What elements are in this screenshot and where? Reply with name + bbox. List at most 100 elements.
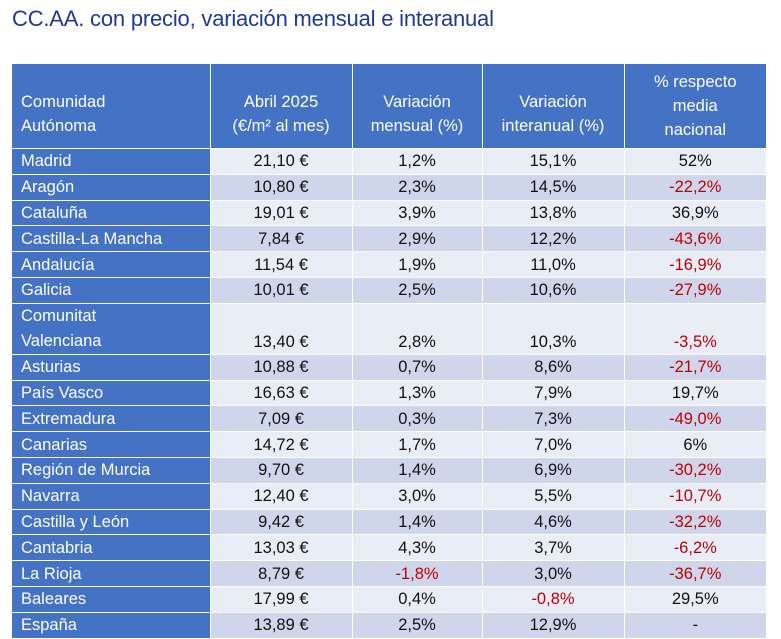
cell-comunidad: Navarra (12, 482, 211, 510)
cell-variacion-mensual: 1,7% (352, 431, 483, 458)
cell-variacion-interanual: -0,8% (482, 585, 625, 613)
cell-comunidad: Extremadura (12, 405, 211, 432)
cell-variacion-interanual: 4,6% (482, 508, 625, 535)
cell-variacion-mensual: 0,4% (352, 585, 483, 613)
cell-variacion-mensual: 1,3% (352, 379, 483, 406)
cell-precio: 13,89 € (210, 611, 353, 638)
table-header-row: Comunidad Autónoma Abril 2025 (€/m² al m… (12, 64, 766, 149)
table-row: Andalucía 11,54 €1,9% 11,0% -16,9% (12, 251, 766, 278)
cell-precio: 10,01 € (210, 276, 353, 304)
cell-variacion-interanual: 3,7% (482, 534, 625, 561)
cell-variacion-interanual: 6,9% (482, 456, 625, 484)
cell-comunidad: Madrid (12, 148, 211, 175)
cell-respecto-media: -49,0% (624, 405, 766, 432)
cell-text: Comunitat (21, 306, 97, 325)
page-title: CC.AA. con precio, variación mensual e i… (12, 6, 494, 31)
cell-variacion-mensual: 1,2% (352, 148, 483, 175)
cell-precio: 11,54 € (210, 251, 353, 278)
cell-variacion-mensual: 3,0% (352, 482, 483, 510)
cell-comunidad: Castilla y León (12, 508, 211, 535)
cell-variacion-mensual: 0,7% (352, 353, 483, 381)
cell-variacion-mensual: 4,3% (352, 534, 483, 561)
header-comunidad: Comunidad Autónoma (12, 64, 211, 149)
cell-variacion-interanual: 14,5% (482, 173, 625, 201)
cell-respecto-media: 36,9% (624, 199, 766, 226)
cell-variacion-interanual: 15,1% (482, 148, 625, 175)
cell-precio: 16,63 € (210, 379, 353, 406)
cell-respecto-media: -43,6% (624, 225, 766, 252)
header-text: Autónoma (21, 117, 97, 135)
cell-respecto-media: -22,2% (624, 173, 766, 201)
cell-precio: 19,01 € (210, 199, 353, 226)
header-precio: Abril 2025 (€/m² al mes) (210, 64, 353, 149)
cell-variacion-interanual: 13,8% (482, 199, 625, 226)
cell-precio: 13,03 € (210, 534, 353, 561)
cell-precio: 9,70 € (210, 456, 353, 484)
cell-precio: 9,42 € (210, 508, 353, 535)
cell-respecto-media: -3,5% (624, 302, 766, 355)
cell-variacion-mensual: 1,4% (352, 508, 483, 535)
cell-variacion-mensual: 0,3% (352, 405, 483, 432)
table-row: Galicia 10,01 €2,5% 10,6% -27,9% (12, 276, 766, 304)
cell-comunidad: Aragón (12, 173, 211, 201)
cell-variacion-interanual: 12,2% (482, 225, 625, 252)
table-row: La Rioja 8,79 € -1,8% 3,0% -36,7% (12, 560, 766, 587)
header-text: Comunidad (21, 93, 106, 111)
table-row: Baleares 17,99 €0,4% -0,8% 29,5% (12, 585, 766, 613)
cell-respecto-media: 29,5% (624, 585, 766, 613)
table-row: Asturias 10,88 €0,7% 8,6% -21,7% (12, 353, 766, 381)
table-row: Extremadura 7,09 €0,3% 7,3% -49,0% (12, 405, 766, 432)
table-row: Navarra 12,40 €3,0% 5,5% -10,7% (12, 482, 766, 510)
header-text: % respecto (653, 73, 737, 91)
header-variacion-mensual: Variación mensual (%) (352, 64, 483, 149)
header-text: (€/m² al mes) (232, 117, 330, 135)
cell-variacion-interanual: 7,0% (482, 431, 625, 458)
cell-respecto-media: -21,7% (624, 353, 766, 381)
cell-precio: 17,99 € (210, 585, 353, 613)
cell-variacion-mensual: 2,9% (352, 225, 483, 252)
cell-precio: 8,79 € (210, 560, 353, 587)
cell-precio: 21,10 € (210, 148, 353, 175)
cell-variacion-interanual: 7,3% (482, 405, 625, 432)
cell-variacion-interanual: 8,6% (482, 353, 625, 381)
header-text: interanual (%) (501, 117, 605, 135)
header-variacion-interanual: Variación interanual (%) (482, 64, 625, 149)
cell-comunidad: Canarias (12, 431, 211, 458)
cell-variacion-interanual: 12,9% (482, 611, 625, 638)
header-text: nacional (664, 121, 726, 139)
cell-variacion-mensual: -1,8% (352, 560, 483, 587)
cell-comunidad: España (12, 611, 211, 638)
data-table: Comunidad Autónoma Abril 2025 (€/m² al m… (12, 64, 766, 638)
cell-precio: 10,80 € (210, 173, 353, 201)
cell-text: Valenciana (21, 331, 102, 350)
cell-precio: 14,72 € (210, 431, 353, 458)
cell-precio: 13,40 € (210, 302, 353, 355)
cell-precio: 12,40 € (210, 482, 353, 510)
table-row: Castilla-La Mancha 7,84 €2,9% 12,2% -43,6% (12, 225, 766, 252)
table-row: Cataluña 19,01 €3,9% 13,8% 36,9% (12, 199, 766, 226)
table-row: Comunitat Valenciana 13,40 €2,8% 10,3% -3,5% (12, 302, 766, 355)
cell-variacion-mensual: 2,8% (352, 302, 483, 355)
header-text: Variación (519, 93, 587, 111)
cell-comunidad: Andalucía (12, 251, 211, 278)
cell-comunidad: Cantabria (12, 534, 211, 561)
table-row: Castilla y León 9,42 €1,4% 4,6% -32,2% (12, 508, 766, 535)
table-row: Canarias 14,72 €1,7% 7,0% 6% (12, 431, 766, 458)
header-text: Abril 2025 (243, 93, 319, 111)
cell-variacion-mensual: 1,4% (352, 456, 483, 484)
table-row: Aragón 10,80 €2,3% 14,5% -22,2% (12, 173, 766, 201)
cell-respecto-media: -27,9% (624, 276, 766, 304)
header-text: Variación (383, 93, 451, 111)
header-text: mensual (%) (370, 117, 464, 135)
table-row: Región de Murcia 9,70 €1,4% 6,9% -30,2% (12, 456, 766, 484)
cell-variacion-mensual: 2,3% (352, 173, 483, 201)
cell-respecto-media: 6% (624, 431, 766, 458)
cell-variacion-interanual: 10,3% (482, 302, 625, 355)
cell-precio: 10,88 € (210, 353, 353, 381)
table-row: España 13,89 €2,5% 12,9% - (12, 611, 766, 638)
cell-precio: 7,09 € (210, 405, 353, 432)
cell-variacion-mensual: 2,5% (352, 611, 483, 638)
cell-comunidad: Baleares (12, 585, 211, 613)
cell-comunidad: Castilla-La Mancha (12, 225, 211, 252)
cell-variacion-mensual: 3,9% (352, 199, 483, 226)
